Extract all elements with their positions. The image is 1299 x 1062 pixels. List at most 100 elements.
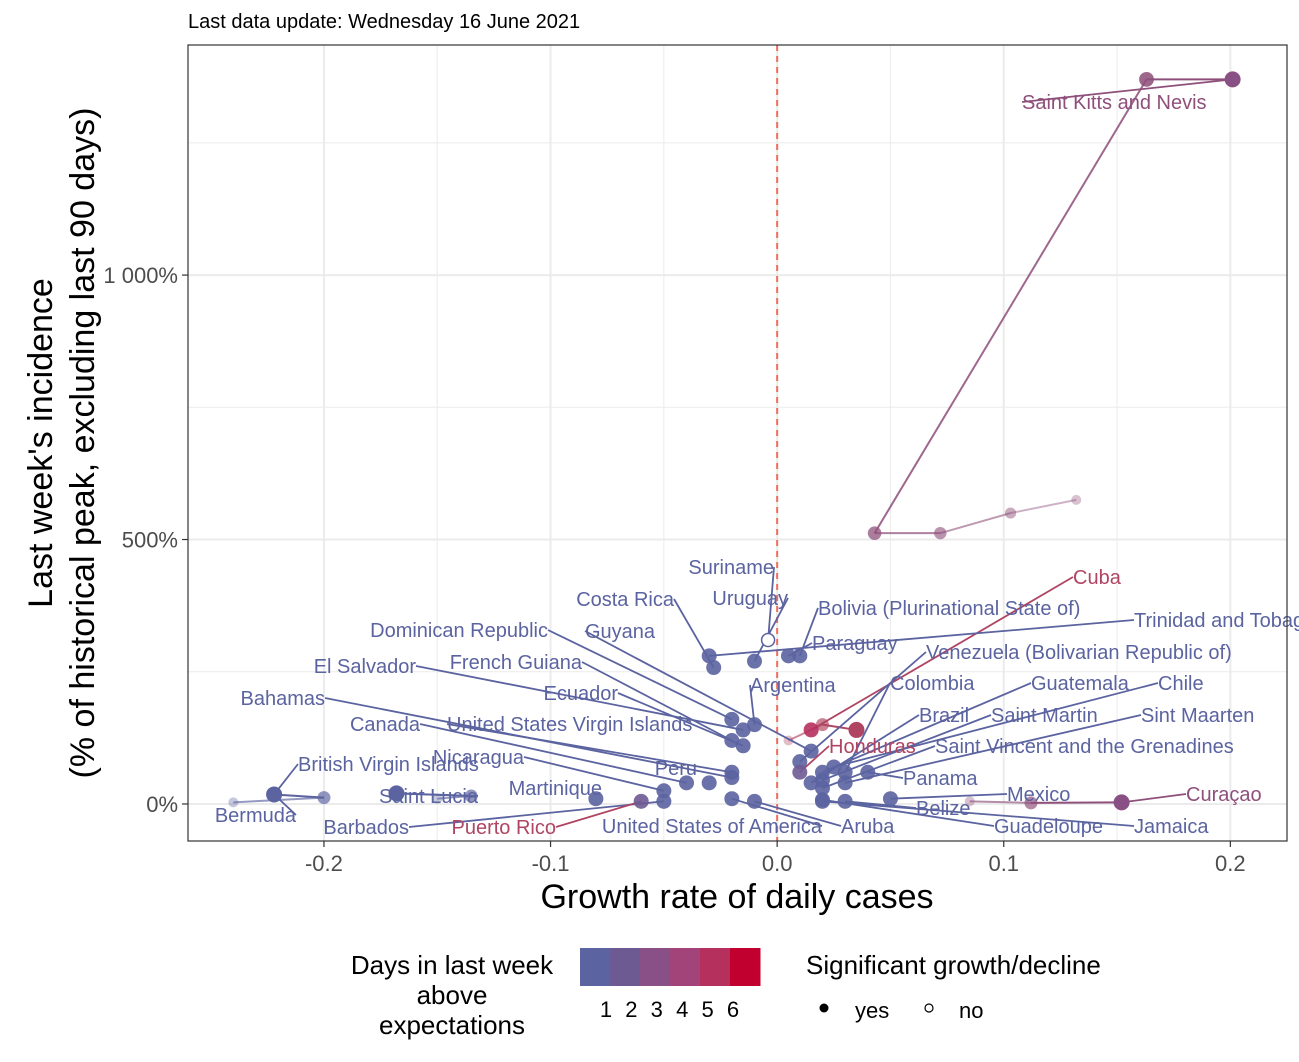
trajectory-segment <box>274 793 325 799</box>
data-point <box>860 764 876 780</box>
country-label: Dominican Republic <box>370 620 548 642</box>
trajectory-point <box>317 791 331 805</box>
data-point <box>1225 71 1241 87</box>
data-point <box>679 775 695 791</box>
country-label: Puerto Rico <box>452 817 557 839</box>
data-point <box>588 791 604 807</box>
data-point <box>792 754 808 770</box>
country-label: Colombia <box>890 673 975 695</box>
trajectory-point <box>867 526 882 540</box>
country-label: Chile <box>1158 673 1204 695</box>
trajectory-point <box>848 721 865 738</box>
y-tick-label: 500% <box>122 528 178 553</box>
country-label: Ecuador <box>544 683 619 705</box>
data-point <box>633 793 649 809</box>
country-label: Bermuda <box>215 805 297 827</box>
label-leader-line <box>419 723 687 784</box>
country-label: Curaçao <box>1186 784 1262 806</box>
color-legend-segment <box>670 948 701 986</box>
label-leader-line <box>799 651 927 763</box>
data-point <box>746 793 762 809</box>
data-point <box>826 759 842 775</box>
x-axis-ticks: -0.2 -0.1 0.0 0.1 0.2 <box>305 841 1246 876</box>
data-point <box>837 793 853 809</box>
data-point <box>814 793 830 809</box>
country-label: Mexico <box>1007 784 1070 806</box>
country-label: Paraguay <box>812 633 898 655</box>
country-label: Bahamas <box>241 688 326 710</box>
color-legend-label: 2 <box>625 997 637 1022</box>
x-tick-label: 0.2 <box>1215 851 1246 876</box>
data-point <box>388 785 404 801</box>
data-point <box>882 791 898 807</box>
country-label: El Salvador <box>314 656 417 678</box>
country-label: Saint Lucia <box>379 786 479 808</box>
legend-label-yes: yes <box>855 998 889 1023</box>
shape-legend-title: Significant growth/decline <box>806 950 1101 980</box>
country-label: Canada <box>350 714 421 736</box>
y-axis-title-line-2: (% of historical peak, excluding last 90… <box>64 108 102 779</box>
trajectory-segment <box>940 512 1011 535</box>
color-legend-label: 4 <box>676 997 688 1022</box>
data-point <box>656 783 672 799</box>
data-point <box>724 733 740 749</box>
label-leader-line <box>767 566 775 641</box>
trajectory-segment <box>1010 498 1077 515</box>
country-label: Saint Kitts and Nevis <box>1022 92 1207 114</box>
trajectory-point <box>1004 507 1017 519</box>
country-label: Barbados <box>323 817 409 839</box>
data-point <box>656 793 672 809</box>
trajectory-point <box>964 796 975 807</box>
y-axis-title: Last week's incidence (% of historical p… <box>22 108 102 779</box>
data-point <box>803 743 819 759</box>
color-legend-segment <box>700 948 731 986</box>
color-legend-title-line-3: expectations <box>379 1010 525 1040</box>
legend-hollow-point <box>924 1003 934 1013</box>
label-leader-line <box>523 756 665 792</box>
country-label: Panama <box>903 768 978 790</box>
data-point <box>792 648 808 664</box>
label-leader-line <box>547 629 733 721</box>
data-point <box>735 722 751 738</box>
x-tick-label: 0.0 <box>762 851 793 876</box>
color-legend-label: 6 <box>727 997 739 1022</box>
plot-panel-border <box>187 44 1288 842</box>
country-label: Saint Martin <box>991 705 1098 727</box>
label-leader-line <box>581 661 733 742</box>
country-label: United States of America <box>602 816 823 838</box>
label-leader-line <box>890 793 1008 800</box>
label-leader-line <box>754 800 842 827</box>
country-label: Suriname <box>688 557 774 579</box>
data-points <box>266 71 1241 810</box>
country-labels: Saint Kitts and Nevis Cuba Curaçao Suriname… <box>215 92 1299 839</box>
data-point <box>837 775 853 791</box>
label-leader-line <box>822 682 1032 774</box>
data-point <box>746 653 762 669</box>
trajectory-point <box>1071 494 1082 505</box>
color-legend-segment <box>730 948 761 986</box>
label-leader-line <box>396 792 479 797</box>
label-leader-line <box>844 714 1142 784</box>
data-point <box>724 711 740 727</box>
chart-subtitle: Last data update: Wednesday 16 June 2021 <box>188 11 580 33</box>
data-point <box>735 738 751 754</box>
country-label: Aruba <box>841 816 895 838</box>
label-leader-line <box>753 597 789 662</box>
legend-filled-point <box>819 1003 829 1013</box>
label-leader-line <box>1121 793 1187 804</box>
x-axis-title: Growth rate of daily cases <box>540 878 933 916</box>
data-point <box>792 764 808 780</box>
country-label: Martinique <box>509 778 602 800</box>
color-legend-segment <box>640 948 671 986</box>
trajectory-segment <box>873 78 1148 534</box>
data-point <box>837 764 853 780</box>
label-leader-line <box>415 665 744 731</box>
shape-legend: Significant growth/decline yes no <box>806 950 1101 1023</box>
label-leader-line <box>1021 78 1233 103</box>
label-leader-line <box>584 630 812 752</box>
color-legend-label: 1 <box>600 997 612 1022</box>
minor-gridlines <box>188 45 1287 841</box>
data-point <box>266 786 282 802</box>
label-leader-line <box>833 682 1159 768</box>
